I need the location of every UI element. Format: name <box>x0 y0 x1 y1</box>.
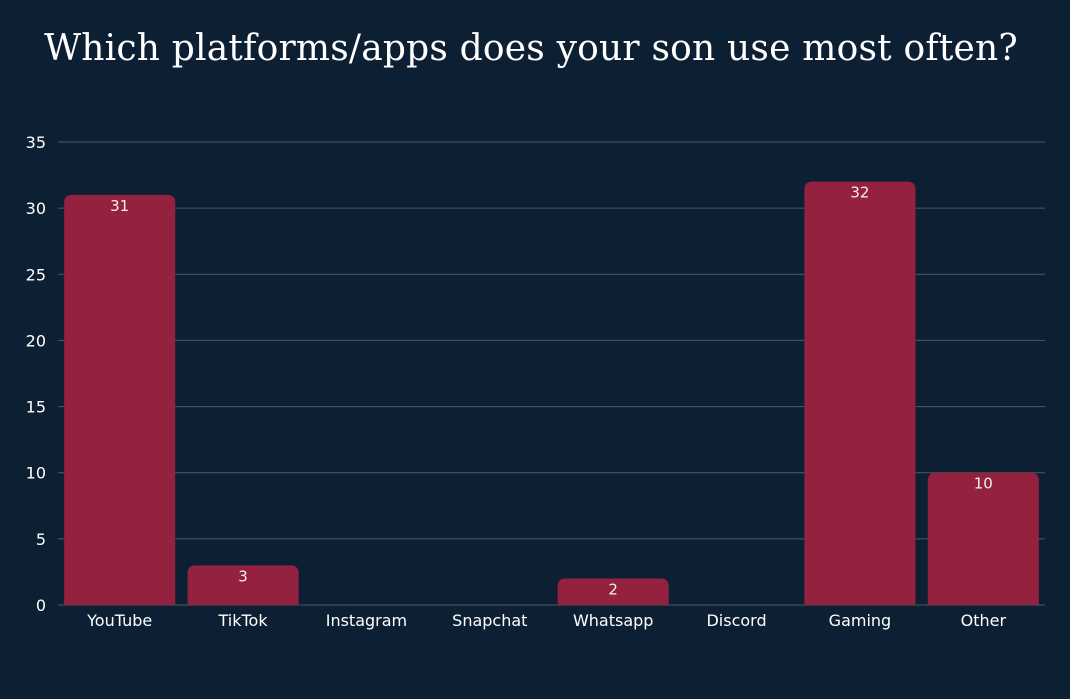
chart-title: Which platforms/apps does your son use m… <box>44 28 1018 69</box>
y-tick-label: 20 <box>26 331 46 350</box>
data-label-youtube: 31 <box>110 197 129 215</box>
y-tick-label: 0 <box>36 596 46 615</box>
x-axis-labels: YouTube TikTok Instagram Snapchat Whatsapp Di… <box>86 611 1006 630</box>
bar-youtube <box>64 194 176 605</box>
x-label-snapchat: Snapchat <box>452 611 527 630</box>
bar-whatsapp <box>557 578 669 605</box>
bar-tiktok <box>187 565 299 605</box>
x-label-gaming: Gaming <box>829 611 892 630</box>
bar-gaming <box>804 181 916 605</box>
data-label-whatsapp: 2 <box>608 581 618 599</box>
y-tick-label: 5 <box>36 530 46 549</box>
x-label-whatsapp: Whatsapp <box>573 611 654 630</box>
x-label-discord: Discord <box>706 611 766 630</box>
bar-other <box>927 472 1039 605</box>
data-label-tiktok: 3 <box>238 567 248 585</box>
data-label-gaming: 32 <box>850 184 869 202</box>
y-tick-label: 25 <box>26 265 46 284</box>
x-label-youtube: YouTube <box>86 611 152 630</box>
y-axis-ticks: 0 5 10 15 20 25 30 35 <box>26 133 46 615</box>
y-tick-label: 10 <box>26 464 46 483</box>
y-tick-label: 35 <box>26 133 46 152</box>
x-label-instagram: Instagram <box>326 611 407 630</box>
bars <box>64 181 1039 605</box>
y-tick-label: 15 <box>26 398 46 417</box>
data-label-other: 10 <box>974 475 993 493</box>
x-label-tiktok: TikTok <box>218 611 269 630</box>
x-label-other: Other <box>961 611 1007 630</box>
y-tick-label: 30 <box>26 199 46 218</box>
